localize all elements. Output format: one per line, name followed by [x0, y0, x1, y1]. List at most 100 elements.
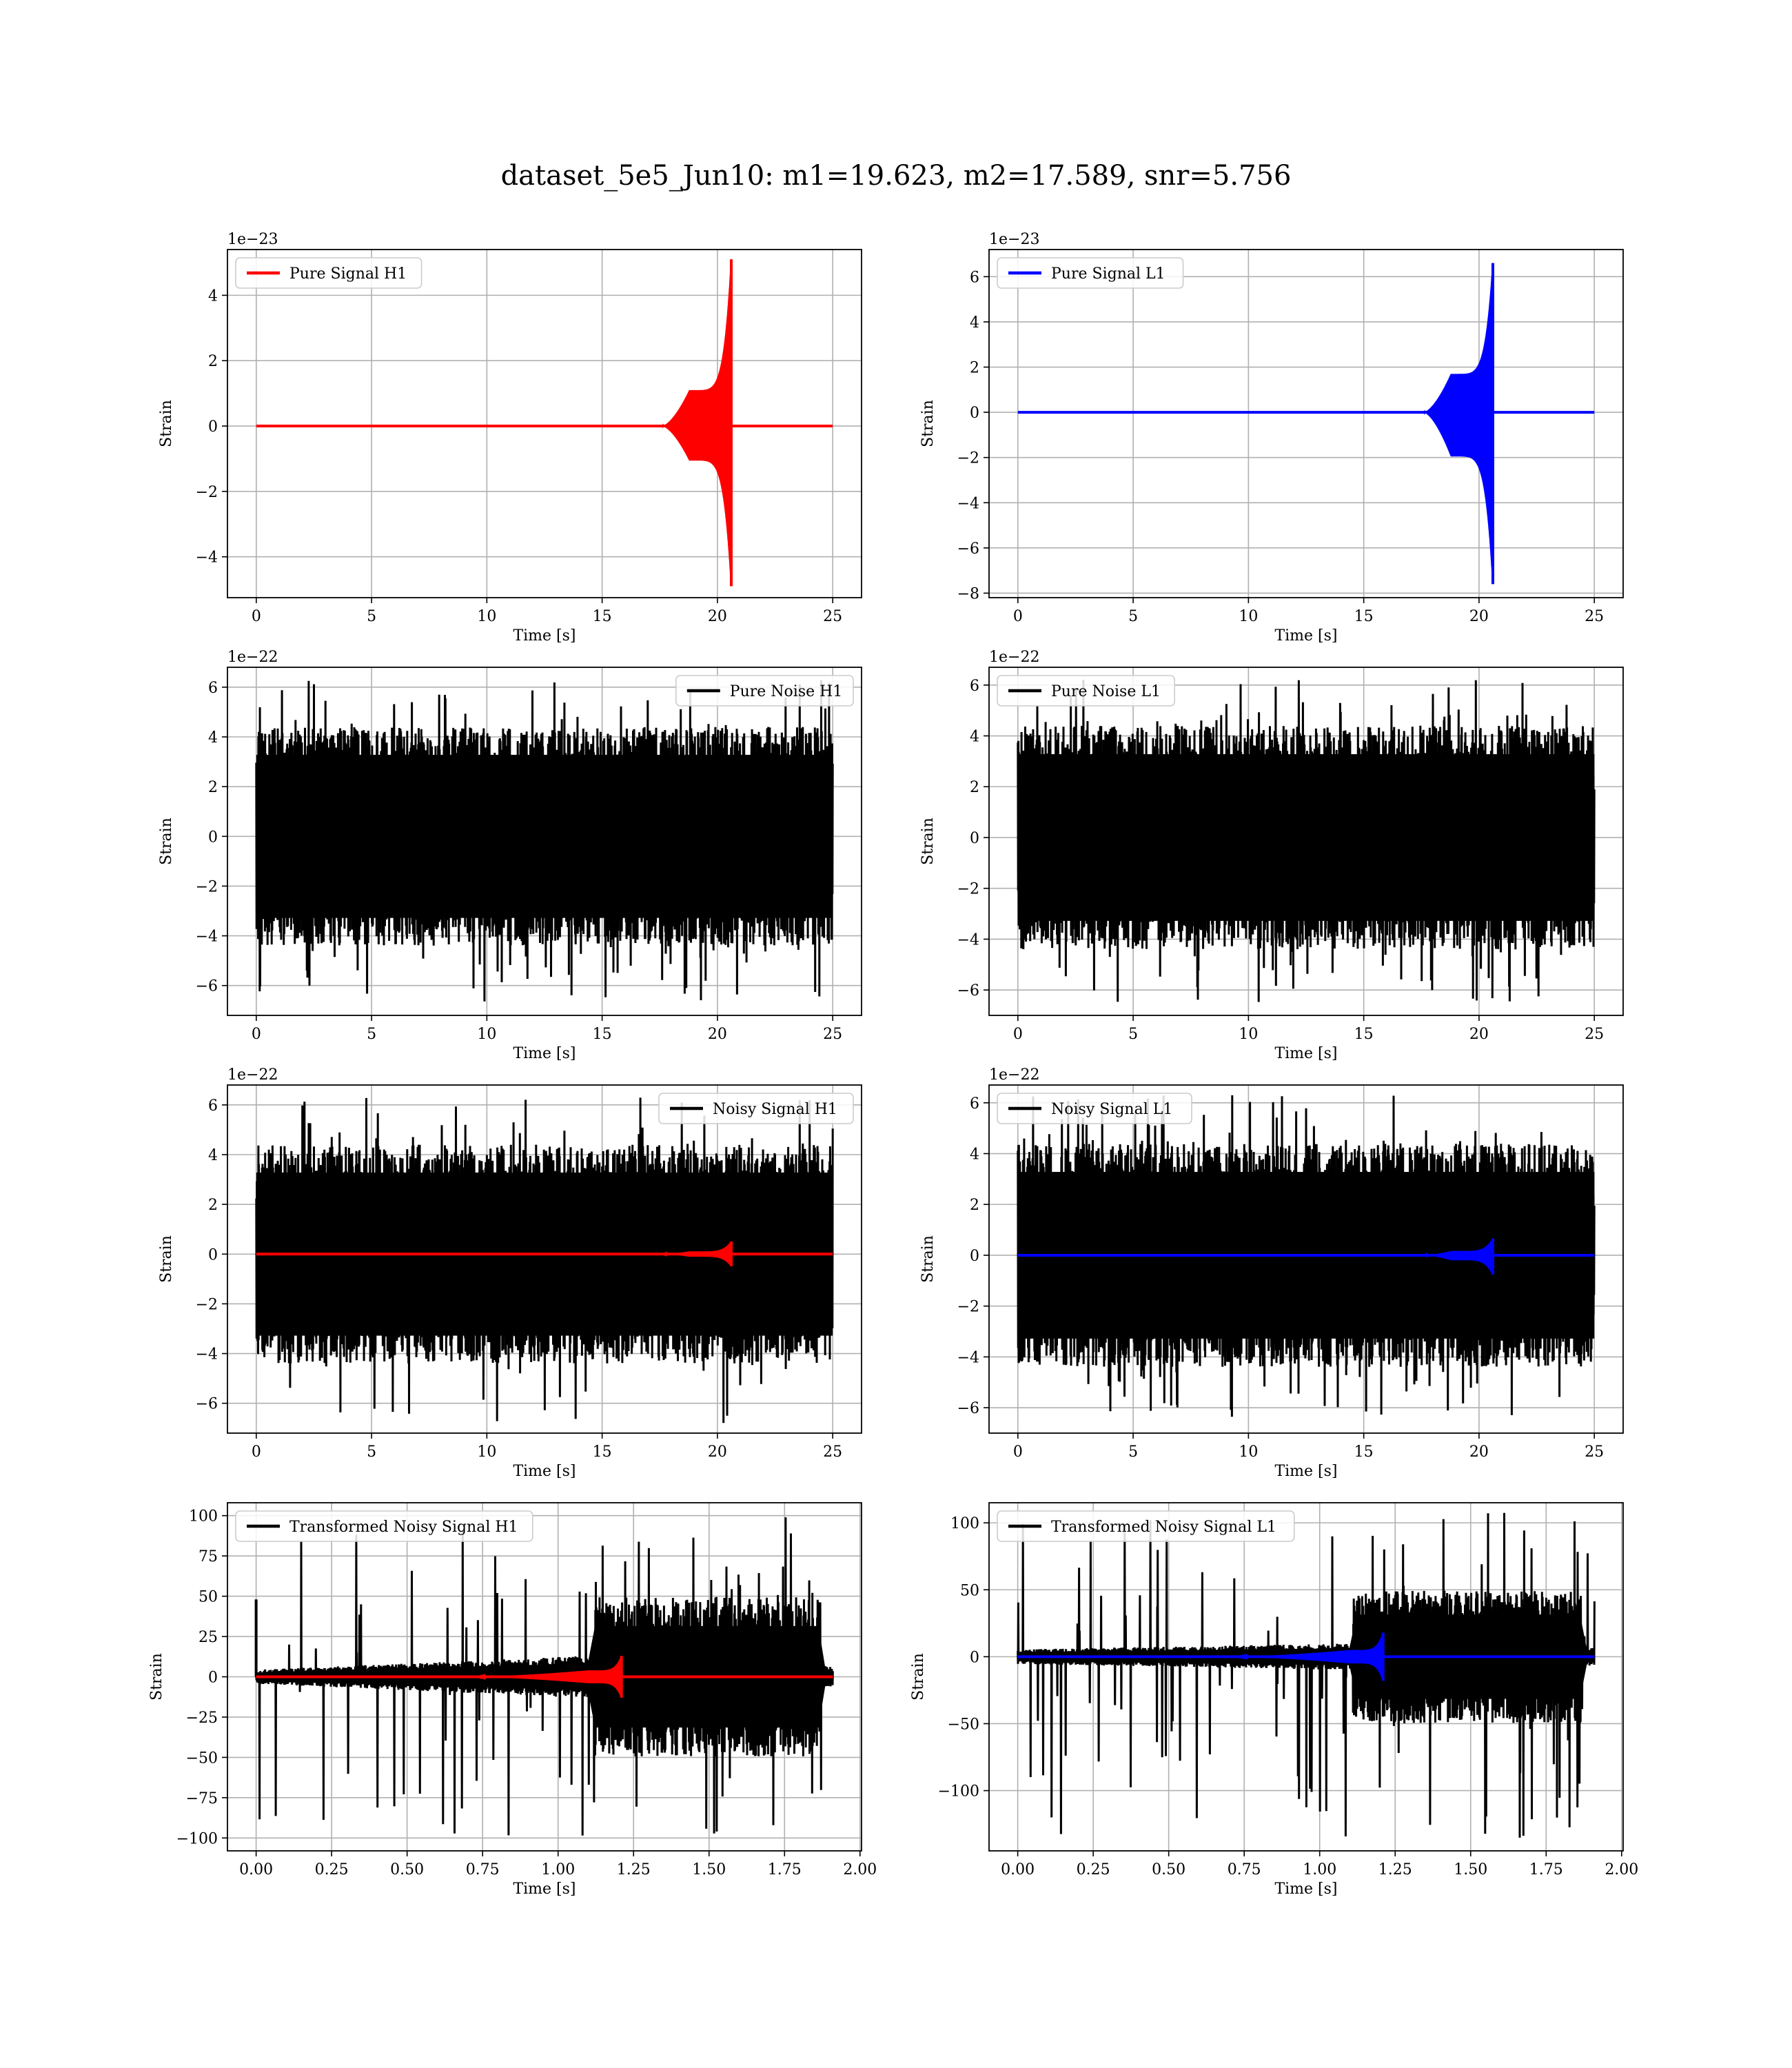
y-tick-label: −100 [938, 1783, 979, 1801]
legend: Pure Signal L1 [997, 257, 1184, 289]
series-transformed-noisy-signal-h1-overlay-1 [256, 1656, 833, 1698]
y-tick-label: 0 [970, 1649, 979, 1666]
subplot-noisy-signal-l1: 0 5 10 15 20 25 −6 −4 −2 0 2 4 6 1e−22 Time [s] Strain N… [919, 1066, 1624, 1480]
x-tick-label: 0.25 [1077, 1861, 1110, 1878]
subplot-pure-signal-h1: 0 5 10 15 20 25 −4 −2 0 2 4 1e−23 Time [s] Strain Pure… [158, 231, 862, 645]
x-tick-label: 0 [1013, 608, 1023, 625]
x-tick-label: 15 [593, 608, 612, 625]
y-tick-label: −50 [948, 1716, 979, 1733]
subplot-pure-noise-l1: 0 5 10 15 20 25 −6 −4 −2 0 2 4 6 1e−22 Time [s] Strain P… [919, 649, 1624, 1062]
x-tick-label: 10 [477, 1026, 496, 1043]
legend-box [675, 675, 854, 707]
y-tick-label: −2 [196, 1296, 218, 1313]
plot-area-transformed-noisy-signal-l1 [1017, 1512, 1596, 1838]
x-tick-label: 0.00 [1001, 1861, 1035, 1878]
x-tick-label: 5 [1128, 1026, 1138, 1043]
y-tick-label: 2 [208, 779, 218, 796]
y-tick-label: 0 [208, 1670, 218, 1687]
y-axis-label: Strain [158, 1235, 175, 1283]
y-tick-label: −6 [957, 982, 979, 1000]
series-pure-signal-h1-waveform [661, 259, 733, 585]
legend-label: Noisy Signal H1 [713, 1101, 837, 1118]
x-tick-label: 0 [252, 1026, 261, 1043]
series-noisy-signal-h1-overlay-1 [256, 1241, 833, 1266]
x-tick-label: 25 [1585, 1026, 1604, 1043]
x-tick-label: 5 [367, 608, 376, 625]
legend-box [997, 257, 1184, 289]
y-tick-label: 100 [189, 1508, 218, 1525]
y-tick-label: 0 [970, 1248, 979, 1265]
plot-area-pure-noise-h1 [255, 680, 834, 1002]
axes-frame [988, 1084, 1624, 1434]
legend-box [658, 1093, 854, 1124]
y-tick-label: 0 [208, 418, 218, 436]
series-pure-signal-l1-waveform [1423, 263, 1494, 583]
x-axis-label: Time [s] [1274, 1463, 1337, 1480]
subplot-pure-signal-l1: 0 5 10 15 20 25 −8 −6 −4 −2 0 2 4 6 1e−23 Time [s] Strai… [919, 231, 1624, 645]
series-transformed-noisy-signal-l1-overlay-1 [1017, 1632, 1595, 1681]
y-tick-label: −2 [196, 484, 218, 501]
figure-title: dataset_5e5_Jun10: m1=19.623, m2=17.589,… [501, 160, 1292, 192]
x-tick-label: 15 [593, 1026, 612, 1043]
plot-area-pure-signal-l1 [1017, 263, 1595, 585]
y-tick-label: 6 [970, 269, 979, 286]
x-tick-label: 15 [593, 1443, 612, 1461]
y-tick-label: 6 [970, 678, 979, 695]
series-pure-noise-l1 [1017, 680, 1596, 1002]
x-tick-label: 15 [1354, 1443, 1374, 1461]
x-tick-label: 0.00 [239, 1861, 273, 1878]
x-tick-label: 10 [1239, 1026, 1258, 1043]
series-noisy-signal-l1-overlay-1-waveform [1423, 1238, 1494, 1275]
x-tick-label: 20 [1469, 1026, 1489, 1043]
x-axis-label: Time [s] [513, 1045, 576, 1062]
series-noisy-signal-h1-overlay-1-waveform [662, 1241, 733, 1266]
x-axis-label: Time [s] [513, 1463, 576, 1480]
y-tick-label: 75 [198, 1548, 218, 1565]
y-axis-label: Strain [158, 400, 175, 447]
x-axis-label: Time [s] [1274, 627, 1337, 645]
legend: Transformed Noisy Signal L1 [997, 1510, 1295, 1542]
y-tick-label: 2 [970, 360, 979, 377]
x-axis-label: Time [s] [513, 627, 576, 645]
plot-area-pure-noise-l1 [1017, 680, 1596, 1002]
plot-area-noisy-signal-h1 [255, 1097, 834, 1423]
offset-label: 1e−23 [989, 231, 1039, 248]
legend-label: Pure Signal H1 [289, 265, 407, 283]
y-tick-label: −6 [196, 1396, 218, 1413]
x-tick-label: 20 [1469, 1443, 1489, 1461]
legend-box [997, 675, 1176, 707]
series-transformed-noisy-signal-l1-overlay-1-waveform [1229, 1632, 1384, 1681]
series-pure-noise-h1 [255, 680, 834, 1002]
x-tick-label: 0.50 [390, 1861, 424, 1878]
x-tick-label: 0.75 [466, 1861, 500, 1878]
y-axis-label: Strain [919, 400, 937, 447]
y-tick-label: 4 [970, 729, 979, 746]
axes-frame [227, 1502, 862, 1852]
x-tick-label: 25 [1585, 1443, 1604, 1461]
y-axis-label: Strain [158, 818, 175, 865]
legend-label: Pure Noise H1 [730, 683, 843, 700]
subplot-noisy-signal-h1: 0 5 10 15 20 25 −6 −4 −2 0 2 4 6 1e−22 Time [s] Strain N… [158, 1066, 862, 1480]
y-tick-label: −2 [957, 1299, 979, 1316]
y-tick-label: 2 [970, 1197, 979, 1214]
y-tick-label: −4 [957, 931, 979, 949]
y-tick-label: 0 [970, 405, 979, 422]
x-tick-label: 0 [1013, 1443, 1023, 1461]
y-tick-label: −2 [957, 450, 979, 467]
y-tick-label: −8 [957, 585, 979, 602]
y-tick-label: −2 [196, 878, 218, 895]
y-tick-label: 2 [208, 1197, 218, 1214]
legend-label: Pure Signal L1 [1051, 265, 1165, 283]
plot-area-pure-signal-h1 [256, 259, 833, 587]
legend: Pure Noise L1 [997, 675, 1176, 707]
y-tick-label: −4 [196, 1346, 218, 1364]
x-tick-label: 15 [1354, 1026, 1374, 1043]
x-tick-label: 1.75 [1529, 1861, 1563, 1878]
offset-label: 1e−22 [227, 649, 278, 666]
legend-box [235, 1510, 533, 1542]
series-pure-noise-l1-core [1017, 754, 1595, 921]
axes-frame [227, 1084, 862, 1434]
legend: Transformed Noisy Signal H1 [235, 1510, 533, 1542]
y-axis-label: Strain [148, 1653, 165, 1701]
x-tick-label: 1.25 [617, 1861, 651, 1878]
